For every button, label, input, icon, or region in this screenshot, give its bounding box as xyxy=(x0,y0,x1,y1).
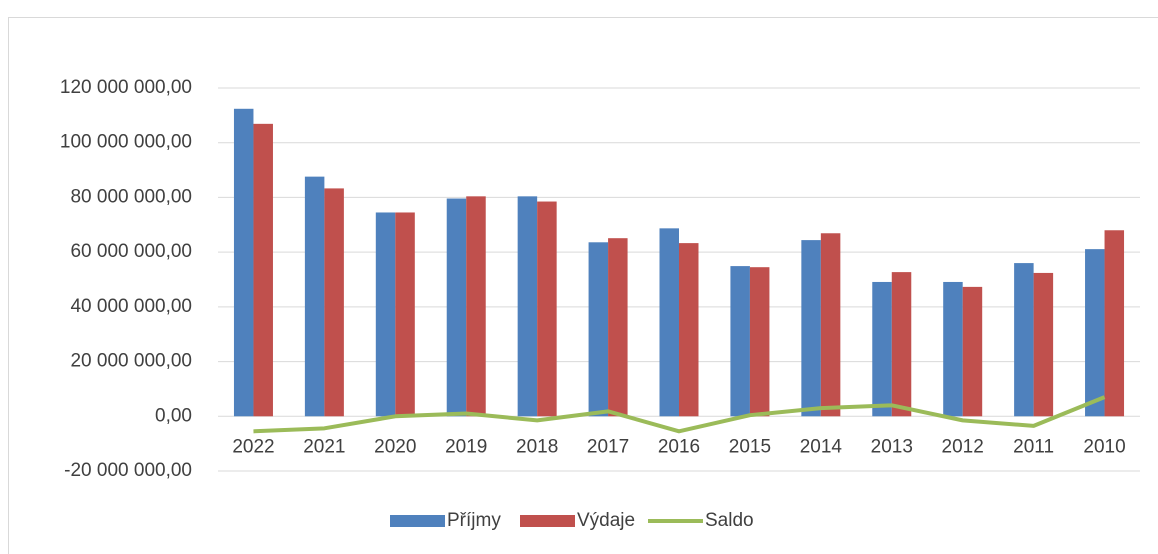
y-tick-label: 0,00 xyxy=(155,405,192,426)
x-tick-label: 2020 xyxy=(374,436,416,457)
x-tick-label: 2010 xyxy=(1083,436,1125,457)
bar xyxy=(608,238,628,417)
bar xyxy=(679,243,699,417)
bar xyxy=(891,272,912,417)
bar xyxy=(253,123,273,417)
bar xyxy=(749,267,770,417)
bar xyxy=(1014,263,1034,417)
legend-label: Příjmy xyxy=(447,510,501,531)
x-tick-label: 2022 xyxy=(232,436,274,457)
bar xyxy=(1033,272,1054,417)
y-tick-label: 80 000 000,00 xyxy=(70,186,192,207)
bar xyxy=(537,201,557,417)
bar xyxy=(395,212,415,417)
bar xyxy=(1104,230,1125,417)
y-tick-label: -20 000 000,00 xyxy=(64,460,192,481)
bar xyxy=(872,281,892,417)
bar xyxy=(730,266,750,417)
y-tick-label: 20 000 000,00 xyxy=(70,351,192,372)
x-tick-label: 2019 xyxy=(445,436,487,457)
bar xyxy=(233,108,254,417)
bar xyxy=(1085,249,1105,417)
y-tick-label: 100 000 000,00 xyxy=(60,132,192,153)
y-tick-label: 60 000 000,00 xyxy=(70,241,192,262)
x-tick-label: 2017 xyxy=(587,436,629,457)
bar xyxy=(375,212,396,417)
x-tick-label: 2018 xyxy=(516,436,558,457)
x-tick-label: 2012 xyxy=(942,436,984,457)
legend-swatch xyxy=(390,515,445,527)
x-tick-label: 2013 xyxy=(871,436,913,457)
x-tick-label: 2014 xyxy=(800,436,843,457)
bar xyxy=(943,281,963,417)
y-tick-label: 40 000 000,00 xyxy=(70,296,192,317)
x-tick-label: 2015 xyxy=(729,436,771,457)
y-tick-label: 120 000 000,00 xyxy=(60,77,192,98)
x-tick-label: 2016 xyxy=(658,436,700,457)
bar xyxy=(324,188,344,417)
legend-swatch xyxy=(520,515,575,527)
x-tick-label: 2011 xyxy=(1013,436,1054,457)
bar xyxy=(820,233,841,417)
bar xyxy=(588,242,609,417)
bar xyxy=(466,196,486,417)
x-tick-label: 2021 xyxy=(303,436,345,457)
saldo-line xyxy=(253,395,1106,434)
legend-label: Výdaje xyxy=(577,510,635,531)
bar xyxy=(962,286,983,417)
legend-label: Saldo xyxy=(705,510,754,531)
chart-border xyxy=(8,17,1158,554)
bar xyxy=(801,240,821,417)
bar xyxy=(446,198,467,417)
bar xyxy=(517,196,538,417)
bar xyxy=(304,176,325,417)
bar xyxy=(659,228,679,417)
